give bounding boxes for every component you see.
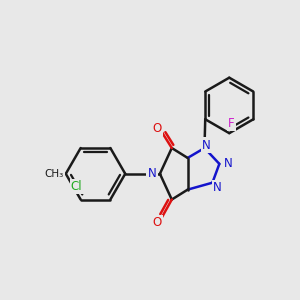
Text: N: N: [202, 139, 211, 152]
Text: N: N: [213, 181, 222, 194]
Text: O: O: [152, 216, 162, 229]
Text: N: N: [148, 167, 156, 180]
Text: Cl: Cl: [71, 180, 82, 193]
Text: CH₃: CH₃: [44, 169, 64, 179]
Text: N: N: [224, 158, 233, 170]
Text: F: F: [228, 117, 235, 130]
Text: O: O: [152, 122, 162, 135]
